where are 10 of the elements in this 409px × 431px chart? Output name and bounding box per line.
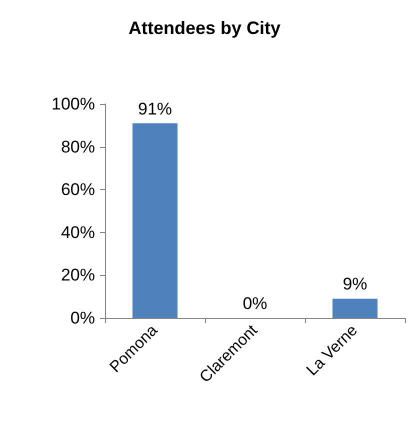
- y-tick-label: 60%: [60, 180, 95, 200]
- data-label: 91%: [138, 99, 172, 118]
- y-tick-label: 100%: [52, 94, 95, 114]
- y-tick-label: 0%: [70, 308, 95, 328]
- chart-title: Attendees by City: [128, 18, 281, 38]
- data-label: 0%: [242, 294, 268, 313]
- y-tick-label: 20%: [60, 266, 95, 285]
- y-tick-label: 80%: [60, 137, 95, 156]
- y-tick-label: 40%: [60, 222, 95, 242]
- data-label: 9%: [342, 274, 368, 294]
